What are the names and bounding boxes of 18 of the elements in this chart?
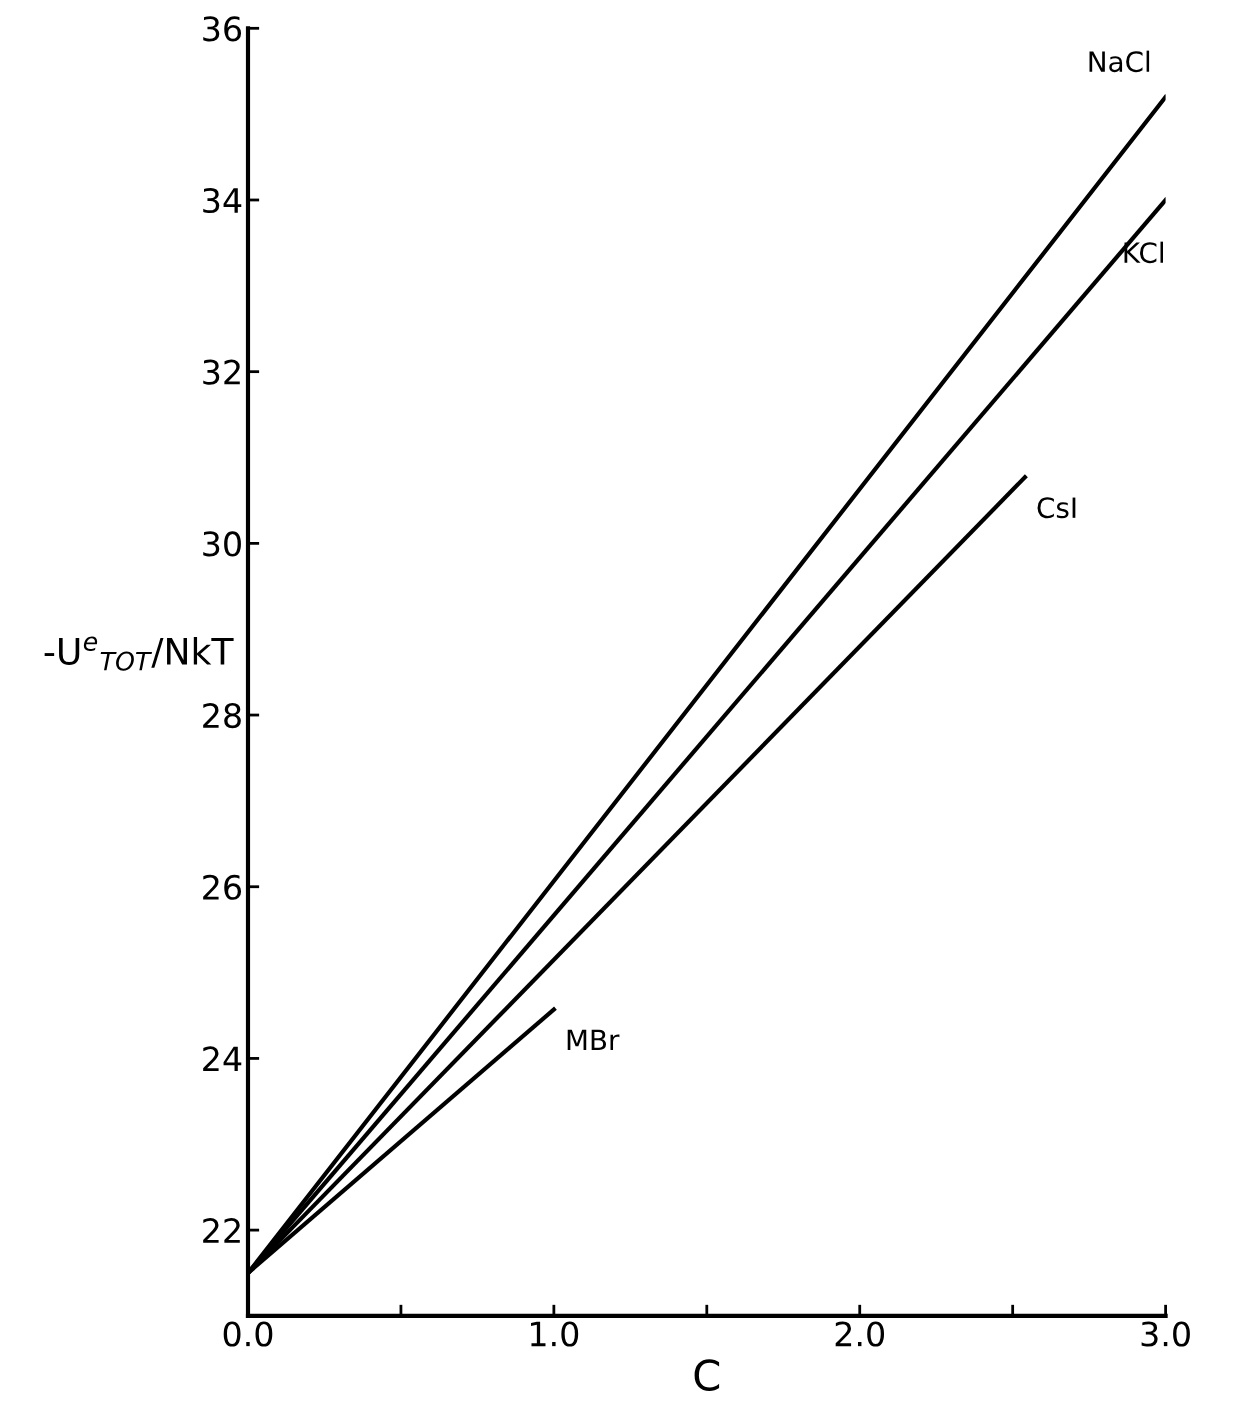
y-tick-label: 24	[203, 1046, 242, 1072]
x-tick-label: 1.0	[531, 1321, 579, 1347]
series-label: NaCl	[1089, 50, 1150, 73]
x-axis-title: C	[694, 1359, 720, 1391]
y-tick-label: 34	[203, 187, 242, 214]
series-label: MBr	[567, 1029, 620, 1051]
y-tick-label: 32	[203, 359, 240, 385]
x-tick-label: 3.0	[1141, 1321, 1190, 1347]
y-axis-title: -U$^{e}$$_{TOT}$/NkT	[44, 636, 234, 671]
series-label: CsI	[1037, 497, 1076, 519]
x-tick-label: 2.0	[835, 1321, 885, 1347]
y-tick-label: 26	[203, 874, 242, 900]
y-tick-label: 28	[203, 702, 241, 729]
y-tick-label: 36	[203, 16, 242, 42]
series-label: KCl	[1124, 241, 1163, 264]
x-tick-label: 0.0	[223, 1321, 273, 1347]
y-tick-label: 22	[203, 1218, 240, 1243]
y-tick-label: 30	[203, 531, 241, 557]
